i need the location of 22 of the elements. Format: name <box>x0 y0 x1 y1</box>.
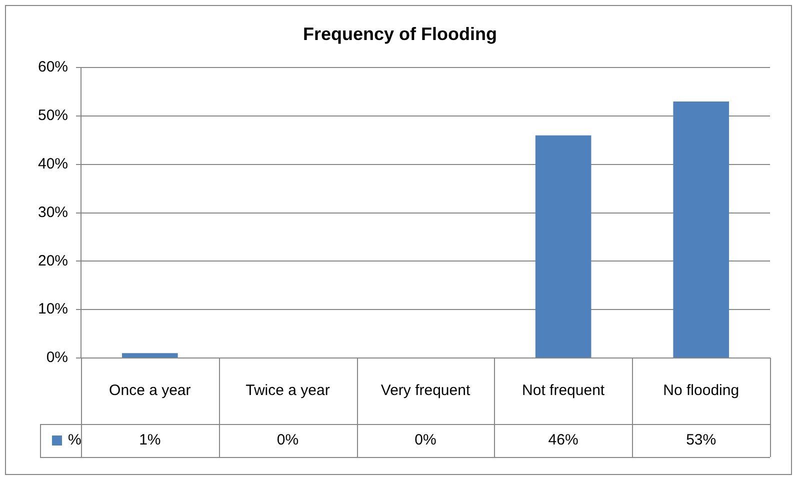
x-tick-label: Not frequent <box>522 382 606 400</box>
y-tick-label: 10% <box>38 300 68 318</box>
y-tick-label: 40% <box>38 156 68 173</box>
data-label: 0% <box>414 432 436 449</box>
x-tick-label: No flooding <box>663 382 740 400</box>
bar <box>535 135 592 358</box>
bar <box>673 101 730 358</box>
x-tick-label: Twice a year <box>246 382 330 400</box>
x-tick-label: Very frequent <box>380 382 471 400</box>
legend-label: % <box>68 432 82 449</box>
chart-title: Frequency of Flooding <box>303 24 497 44</box>
y-tick-label: 60% <box>38 58 68 76</box>
x-tick-label: Once a year <box>109 382 191 400</box>
bar <box>122 353 178 358</box>
data-label: 1% <box>139 432 161 449</box>
y-tick-label: 20% <box>38 252 68 270</box>
y-tick-label: 30% <box>38 204 68 221</box>
y-tick-label: 0% <box>46 349 68 366</box>
y-tick-label: 50% <box>38 107 68 124</box>
data-label: 53% <box>686 432 716 449</box>
data-label: 0% <box>276 432 299 449</box>
data-label: 46% <box>548 432 578 449</box>
